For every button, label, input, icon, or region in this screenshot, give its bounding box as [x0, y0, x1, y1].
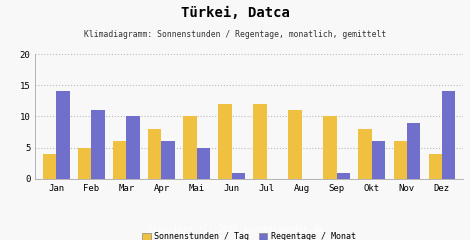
Bar: [113, 141, 126, 179]
Bar: [289, 110, 302, 179]
Bar: [183, 116, 196, 179]
Bar: [218, 104, 232, 179]
Bar: [359, 129, 372, 179]
Bar: [162, 141, 175, 179]
Bar: [43, 154, 56, 179]
Text: Copyright (C) 2010 sonnenlaender.de: Copyright (C) 2010 sonnenlaender.de: [148, 225, 322, 234]
Bar: [232, 173, 245, 179]
Bar: [148, 129, 162, 179]
Bar: [393, 141, 407, 179]
Bar: [442, 91, 455, 179]
Text: Klimadiagramm: Sonnenstunden / Regentage, monatlich, gemittelt: Klimadiagramm: Sonnenstunden / Regentage…: [84, 30, 386, 39]
Bar: [126, 116, 140, 179]
Bar: [196, 148, 210, 179]
Bar: [407, 123, 420, 179]
Bar: [91, 110, 105, 179]
Bar: [337, 173, 350, 179]
Bar: [323, 116, 337, 179]
Bar: [78, 148, 91, 179]
Legend: Sonnenstunden / Tag, Regentage / Monat: Sonnenstunden / Tag, Regentage / Monat: [139, 229, 359, 240]
Text: Türkei, Datca: Türkei, Datca: [180, 6, 290, 20]
Bar: [372, 141, 385, 179]
Bar: [56, 91, 70, 179]
Bar: [429, 154, 442, 179]
Bar: [253, 104, 266, 179]
